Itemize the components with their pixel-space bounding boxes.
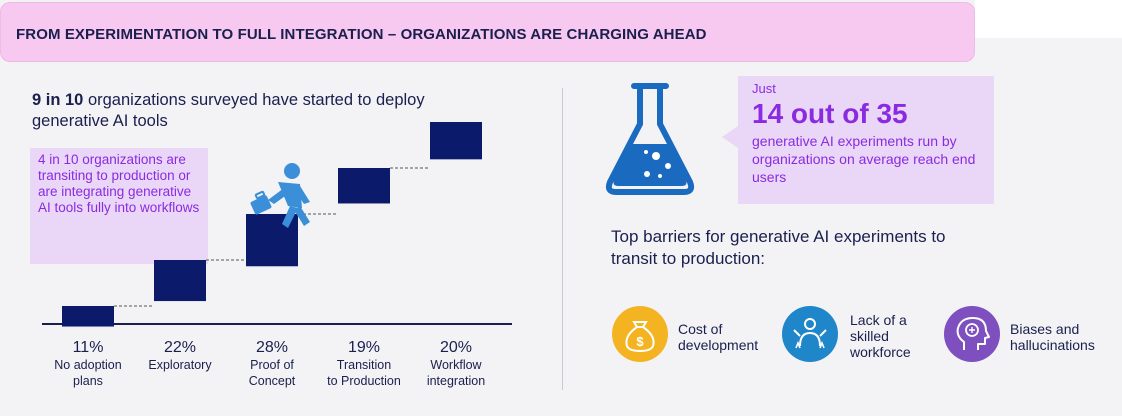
svg-text:$: $ [636, 334, 644, 349]
section-divider [562, 88, 563, 390]
stat-number: 14 out of 35 [752, 98, 908, 129]
value-label: 11% [73, 339, 104, 356]
headline-rest: organizations surveyed have started to d… [32, 91, 425, 130]
stat-box: Just 14 out of 35 generative AI experime… [738, 76, 994, 204]
category-label: No adoption [54, 358, 121, 372]
people-award-icon [782, 306, 838, 362]
stair-bar [62, 306, 114, 327]
stair-bar [338, 168, 390, 204]
category-label: Workflow [430, 358, 482, 372]
category-label: integration [427, 374, 485, 388]
barriers-title: Top barriers for generative AI experimen… [611, 227, 946, 268]
barrier-label-cost: Cost of development [678, 321, 759, 353]
category-label: Exploratory [148, 358, 212, 372]
money-bag-icon: $ [612, 306, 668, 362]
stair-bar [430, 122, 482, 160]
stair-bar [154, 260, 206, 302]
value-label: 28% [256, 339, 288, 356]
value-label: 19% [348, 339, 380, 356]
headline-bold: 9 in 10 [32, 91, 84, 109]
head-brain-icon [944, 306, 1000, 362]
flask-icon [605, 83, 695, 195]
stat-pointer [722, 126, 738, 148]
callout-box: 4 in 10 organizations are transiting to … [30, 148, 208, 264]
staircase-chart: 11% No adoption plans 22% Exploratory 28% Proo… [42, 122, 512, 388]
callout-text: 4 in 10 organizations are transiting to … [38, 152, 200, 215]
category-label: to Production [327, 374, 401, 388]
header-banner: FROM EXPERIMENTATION TO FULL INTEGRATION… [0, 2, 975, 62]
barrier-label-biases: Biases and hallucinations [1010, 321, 1095, 353]
category-label: Concept [249, 374, 296, 388]
page-title: FROM EXPERIMENTATION TO FULL INTEGRATION… [16, 26, 707, 43]
stat-description: generative AI experiments run by organiz… [752, 133, 976, 185]
value-label: 20% [440, 339, 472, 356]
value-label: 22% [164, 339, 196, 356]
headline: 9 in 10 organizations surveyed have star… [32, 90, 452, 132]
runner-icon [250, 163, 310, 228]
stat-prefix: Just [752, 81, 776, 96]
category-label: Transition [337, 358, 391, 372]
category-label: Proof of [250, 358, 294, 372]
category-label: plans [73, 374, 103, 388]
top-band [975, 0, 1122, 38]
barrier-label-workforce: Lack of a skilled workforce [850, 312, 911, 360]
